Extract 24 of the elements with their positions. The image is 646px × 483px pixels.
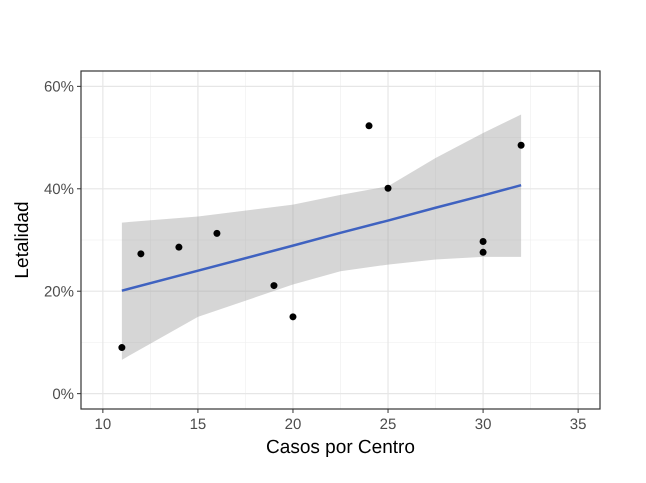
point (480, 248, 487, 256)
point (480, 238, 487, 246)
line-series (120, 184, 522, 292)
y-tick-label: 40% (44, 181, 74, 198)
x-tick-label: 10 (94, 416, 112, 433)
x-tick-label: 35 (570, 416, 586, 433)
point (118, 344, 126, 352)
y-axis-title: Letalidad (12, 201, 33, 279)
point (289, 313, 296, 320)
x-tick-label: 15 (190, 416, 206, 433)
point (270, 282, 278, 290)
x-tick-label: 20 (284, 416, 302, 433)
point (384, 184, 392, 192)
y-tick-label: 20% (44, 283, 74, 300)
x-tick-label: 25 (380, 416, 396, 433)
y-tick-label: 60% (44, 78, 74, 96)
x-axis-title: Casos por Centro (266, 437, 415, 458)
point (366, 122, 373, 130)
point (213, 230, 220, 237)
point (137, 250, 144, 258)
x-tick-label: 30 (474, 416, 492, 433)
point (518, 142, 525, 149)
y-tick-label: 0% (52, 386, 74, 403)
point (175, 244, 182, 251)
